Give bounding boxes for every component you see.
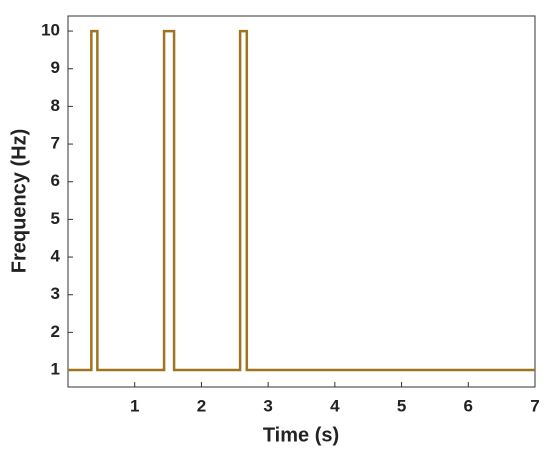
x-tick-label: 5 [397, 396, 406, 415]
y-tick-label: 1 [51, 360, 60, 379]
x-tick-label: 7 [530, 396, 539, 415]
line [68, 29, 535, 372]
y-tick-label: 4 [51, 247, 61, 266]
y-tick-label: 6 [51, 171, 60, 190]
x-tick-label: 1 [130, 396, 139, 415]
y-tick-label: 7 [51, 134, 60, 153]
y-tick-label: 3 [51, 284, 60, 303]
y-axis-label: Frequency (Hz) [8, 129, 30, 273]
y-tick-label: 5 [51, 209, 60, 228]
y-tick-label: 9 [51, 58, 60, 77]
y-tick-label: 10 [41, 21, 60, 40]
x-tick-label: 2 [197, 396, 206, 415]
x-tick-label: 6 [464, 396, 473, 415]
x-tick-label: 3 [263, 396, 272, 415]
y-tick-label: 2 [51, 322, 60, 341]
plot-area [67, 15, 536, 388]
y-tick-label: 8 [51, 96, 60, 115]
x-axis-label: Time (s) [263, 424, 339, 446]
x-tick-label: 4 [330, 396, 340, 415]
